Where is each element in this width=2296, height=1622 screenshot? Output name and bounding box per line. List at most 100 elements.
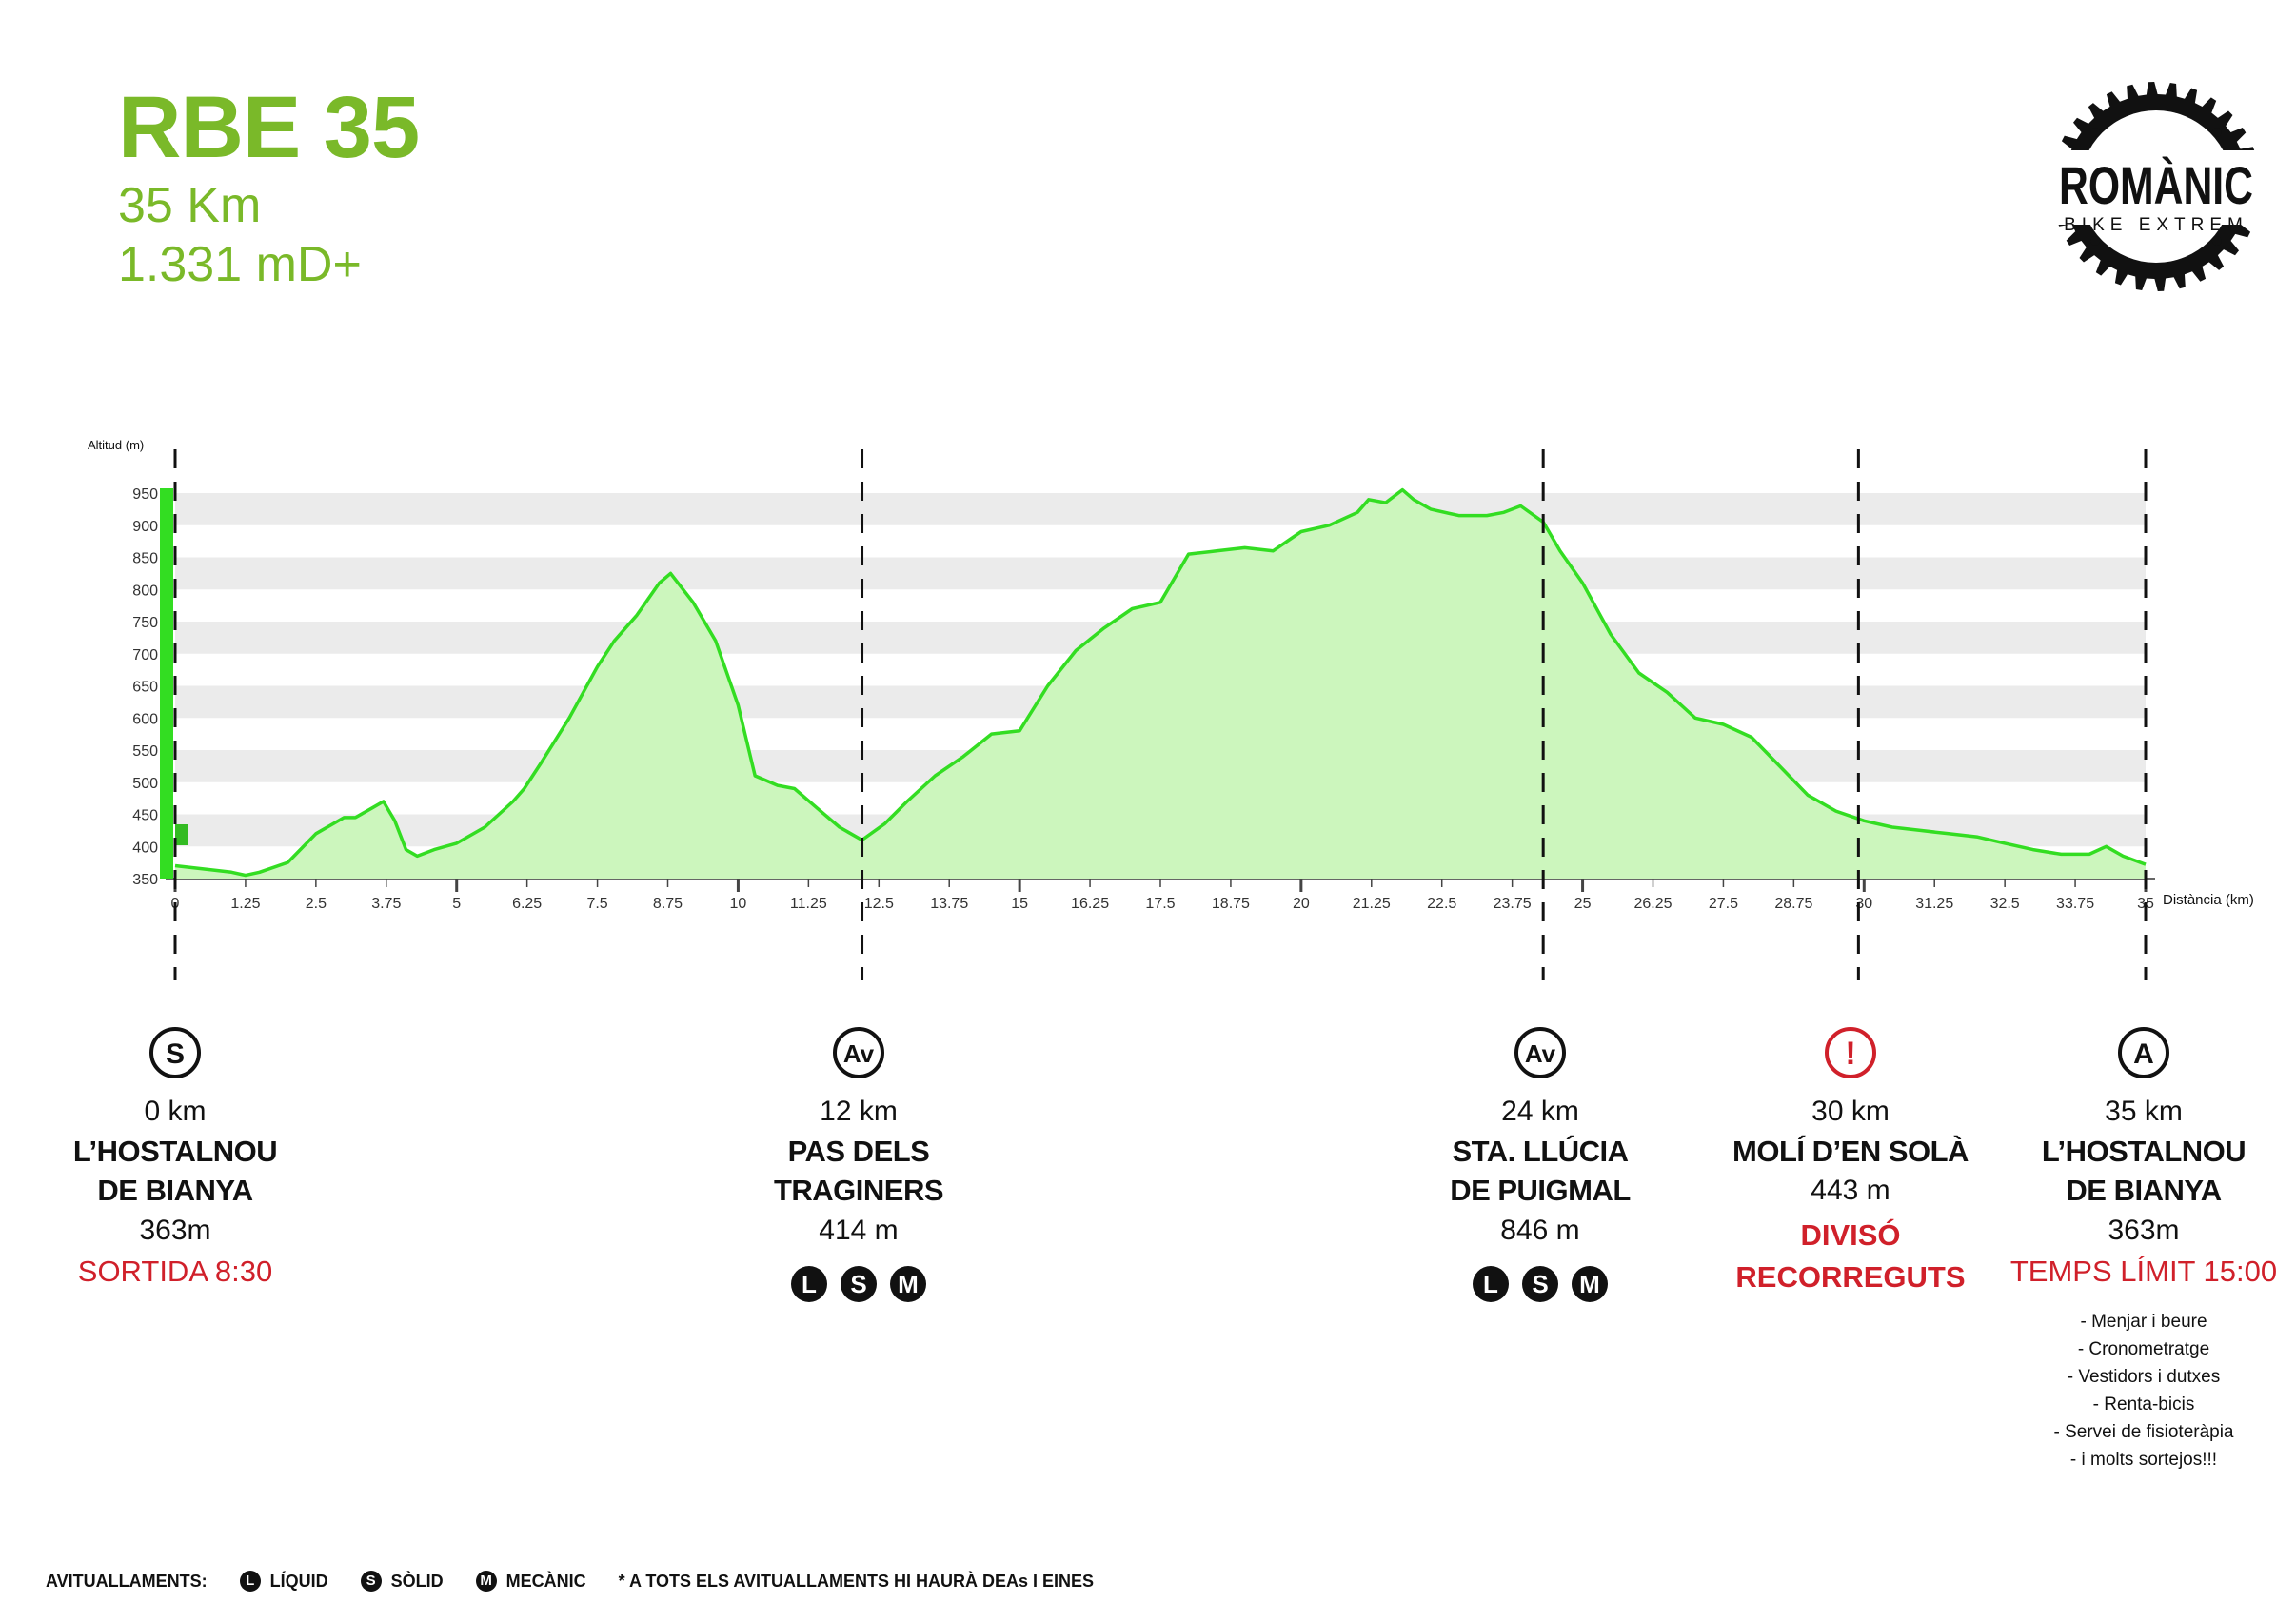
waypoint-altitude: 414 m (819, 1215, 899, 1247)
x-tick-label: 23.75 (1494, 896, 1532, 912)
svg-text:Av: Av (843, 1039, 875, 1068)
gear-bolt (2211, 236, 2222, 246)
y-tick-label: 350 (132, 872, 158, 888)
x-tick-label: 2.5 (306, 896, 327, 912)
gear-bolt (2090, 128, 2101, 137)
elevation-line (174, 487, 2147, 878)
x-tick-label: 18.75 (1212, 896, 1250, 912)
x-tick-label: 32.5 (1990, 896, 2020, 912)
solid-badge: S (1522, 1266, 1558, 1303)
legend-mechanic-badge: M (475, 1571, 497, 1592)
x-tick-label: 25 (1574, 896, 1592, 912)
service-item: - Menjar i beure (2080, 1311, 2207, 1332)
grid-band (175, 557, 2146, 590)
svg-text:!: ! (1845, 1036, 1855, 1072)
y-tick-label: 450 (132, 808, 158, 824)
aid-station-icon: Av (1514, 1027, 1566, 1078)
y-tick-label: 400 (132, 840, 158, 856)
y-axis-label: Altitud (m) (88, 438, 144, 452)
mechanic-badge: M (890, 1266, 926, 1303)
x-tick-label: 15 (1011, 896, 1028, 912)
waypoint-finish: A 35 km L’HOSTALNOU DE BIANYA 363m TEMPS… (2001, 1026, 2286, 1474)
legend-label: AVITUALLAMENTS: (46, 1571, 208, 1591)
x-tick-label: 28.75 (1774, 896, 1812, 912)
waypoint-start: S 0 km L’HOSTALNOU DE BIANYA 363m SORTID… (32, 1026, 318, 1293)
x-tick-label: 11.25 (790, 896, 827, 912)
waypoint-altitude: 846 m (1500, 1215, 1580, 1247)
waypoint-split: ! 30 km MOLÍ D’EN SOLÀ 443 m DIVISÓ RECO… (1708, 1026, 1993, 1297)
solid-badge: S (841, 1266, 877, 1303)
supply-badges: L S M (716, 1266, 1001, 1303)
x-tick-label: 3.75 (371, 896, 401, 912)
x-tick-label: 12.5 (864, 896, 894, 912)
logo-main-text: ROMÀNIC (2059, 155, 2253, 215)
liquid-badge: L (791, 1266, 827, 1303)
route-split-note: DIVISÓ (1800, 1218, 1901, 1253)
x-tick-label: 5 (452, 896, 461, 912)
start-bar (160, 488, 173, 879)
aid-station-icon: Av (833, 1027, 884, 1078)
logo-sub-text: BIKE EXTREM (2064, 215, 2248, 235)
svg-text:A: A (2133, 1038, 2154, 1070)
supply-legend: AVITUALLAMENTS: L LÍQUID S SÒLID M MECÀN… (46, 1571, 1094, 1592)
elevation-profile-chart: 350400450500550600650700750800850900950 … (88, 438, 2254, 980)
finish-icon: A (2118, 1027, 2169, 1078)
waypoint-name: STA. LLÚCIA (1452, 1134, 1629, 1168)
y-tick-label: 750 (132, 615, 158, 631)
route-elevation-gain: 1.331 mD+ (118, 237, 362, 292)
service-item: - Servei de fisioteràpia (2053, 1421, 2234, 1442)
liquid-badge: L (1473, 1266, 1509, 1303)
legend-solid-text: SÒLID (390, 1571, 444, 1591)
start-marker (175, 824, 188, 845)
waypoint-name: L’HOSTALNOU (2041, 1134, 2247, 1168)
y-tick-label: 950 (132, 486, 158, 503)
service-item: - i molts sortejos!!! (2069, 1449, 2218, 1470)
waypoint-altitude: 443 m (1811, 1175, 1890, 1207)
y-tick-label: 650 (132, 680, 158, 696)
x-tick-label: 27.5 (1709, 896, 1738, 912)
elevation-area (175, 489, 2146, 879)
waypoint-km: 30 km (1811, 1096, 1890, 1127)
waypoint-name: MOLÍ D’EN SOLÀ (1732, 1134, 1969, 1168)
waypoint-name: DE BIANYA (2066, 1174, 2222, 1208)
x-tick-label: 17.5 (1145, 896, 1175, 912)
route-title: RBE 35 (118, 79, 420, 176)
waypoint-aid-1: Av 12 km PAS DELS TRAGINERS 414 m L S M (716, 1026, 1001, 1303)
waypoint-km: 12 km (820, 1096, 898, 1127)
y-tick-label: 800 (132, 583, 158, 599)
service-item: - Vestidors i dutxes (2067, 1366, 2221, 1387)
x-tick-label: 31.25 (1915, 896, 1953, 912)
romanic-bike-extrem-logo: ROMÀNIC BIKE EXTREM (2047, 82, 2266, 291)
x-tick-label: 16.25 (1071, 896, 1109, 912)
service-item: - Cronometratge (2077, 1338, 2210, 1359)
svg-text:Av: Av (1525, 1039, 1556, 1068)
svg-text:S: S (166, 1038, 185, 1070)
warning-icon: ! (1825, 1027, 1876, 1078)
start-icon: S (149, 1027, 201, 1078)
x-axis-label: Distància (km) (2163, 892, 2254, 908)
waypoint-name: DE BIANYA (97, 1174, 253, 1208)
x-tick-label: 6.25 (512, 896, 542, 912)
y-tick-label: 550 (132, 743, 158, 760)
x-tick-label: 10 (730, 896, 747, 912)
waypoint-altitude: 363m (2108, 1215, 2180, 1247)
legend-note: * A TOTS ELS AVITUALLAMENTS HI HAURÀ DEA… (618, 1571, 1095, 1591)
legend-liquid-text: LÍQUID (269, 1571, 328, 1591)
x-tick-label: 26.25 (1633, 896, 1672, 912)
grid-band (175, 493, 2146, 525)
y-tick-label: 700 (132, 647, 158, 663)
x-tick-label: 20 (1293, 896, 1310, 912)
y-tick-label: 850 (132, 551, 158, 567)
y-tick-label: 900 (132, 519, 158, 535)
grid-band (175, 524, 2146, 558)
waypoint-altitude: 363m (139, 1215, 211, 1247)
supply-badges: L S M (1397, 1266, 1683, 1303)
x-tick-label: 8.75 (653, 896, 683, 912)
x-tick-label: 21.25 (1353, 896, 1391, 912)
x-tick-label: 1.25 (230, 896, 260, 912)
legend-liquid-badge: L (239, 1571, 261, 1592)
time-limit: TEMPS LÍMIT 15:00 (2009, 1255, 2278, 1289)
gear-bolt (2090, 236, 2101, 246)
x-tick-label: 22.5 (1427, 896, 1456, 912)
legend-mechanic-text: MECÀNIC (505, 1571, 586, 1591)
